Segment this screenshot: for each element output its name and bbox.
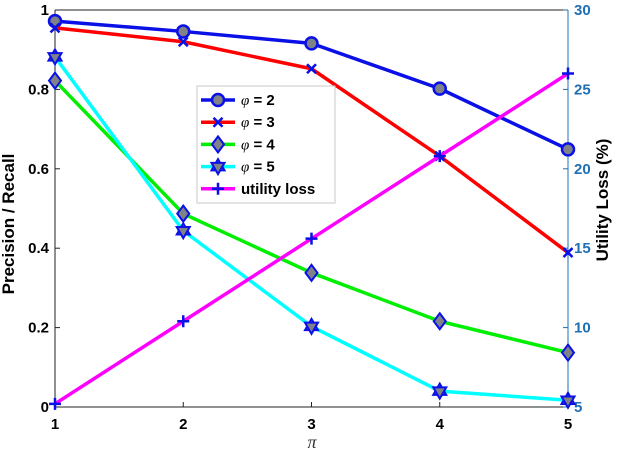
marker-x bbox=[562, 247, 574, 258]
y-right-tick-label: 10 bbox=[574, 320, 591, 337]
legend-item: utility loss bbox=[201, 181, 315, 198]
marker-diamond bbox=[47, 70, 63, 91]
legend-label: utility loss bbox=[241, 181, 315, 198]
legend-symbol: φ bbox=[241, 137, 249, 153]
marker-plus bbox=[177, 315, 190, 328]
marker-plus bbox=[49, 397, 61, 410]
y-left-tick-label: 0.4 bbox=[28, 240, 50, 257]
y-right-tick-label: 30 bbox=[574, 2, 591, 19]
right-axis-ticks: 5 10 15 20 25 30 bbox=[563, 2, 591, 416]
x-tick-label: 2 bbox=[179, 416, 187, 433]
legend-symbol: φ bbox=[241, 93, 249, 109]
y-left-tick-label: 0.8 bbox=[28, 81, 49, 98]
y-axis-right-title: Utility Loss (%) bbox=[593, 139, 612, 262]
marker-diamond bbox=[560, 342, 576, 363]
legend-label: φ = 5 bbox=[241, 159, 275, 176]
marker-hexagram-down bbox=[175, 225, 192, 241]
legend-item: φ = 4 bbox=[201, 134, 275, 155]
legend-item: φ = 5 bbox=[201, 157, 275, 177]
marker-circle bbox=[432, 81, 447, 96]
marker-hexagram-down bbox=[46, 52, 64, 67]
legend-label: φ = 3 bbox=[241, 114, 275, 131]
x-tick-label: 1 bbox=[51, 416, 59, 433]
series-1 bbox=[47, 13, 576, 157]
x-tick-label: 5 bbox=[564, 416, 572, 433]
plot-area bbox=[55, 10, 568, 407]
marker-circle bbox=[304, 36, 319, 51]
marker-circle bbox=[176, 24, 191, 39]
legend-item: φ = 3 bbox=[201, 114, 275, 131]
series-4 bbox=[46, 47, 577, 410]
marker-circle bbox=[560, 142, 576, 157]
y-axis-left-title: Precision / Recall bbox=[0, 154, 18, 295]
y-right-tick-label: 5 bbox=[574, 399, 582, 416]
x-tick-label: 3 bbox=[307, 416, 315, 433]
marker-x bbox=[177, 36, 189, 48]
marker-x bbox=[306, 63, 317, 75]
x-axis-title: π bbox=[307, 432, 317, 452]
legend-label: φ = 2 bbox=[241, 92, 275, 109]
y-left-tick-label: 1 bbox=[41, 2, 49, 19]
y-right-tick-label: 20 bbox=[574, 161, 591, 178]
marker-plus bbox=[433, 150, 446, 163]
legend-label: φ = 4 bbox=[241, 136, 275, 153]
legend-symbol: φ bbox=[241, 160, 249, 176]
y-left-tick-label: 0.2 bbox=[28, 320, 49, 337]
marker-plus bbox=[562, 67, 574, 80]
marker-hexagram-down bbox=[303, 321, 320, 336]
marker-hexagram-down bbox=[559, 395, 577, 410]
left-axis-ticks: 0 0.2 0.4 0.6 0.8 1 bbox=[28, 2, 60, 416]
marker-hexagram-down bbox=[431, 386, 448, 401]
marker-plus bbox=[305, 232, 318, 245]
legend-text: = 3 bbox=[249, 114, 274, 131]
y-left-tick-label: 0 bbox=[41, 399, 49, 416]
legend-text: = 4 bbox=[249, 136, 275, 153]
marker-plus bbox=[212, 182, 224, 195]
legend-symbol: φ bbox=[241, 115, 249, 131]
marker-diamond bbox=[210, 134, 226, 155]
marker-diamond bbox=[304, 263, 319, 283]
marker-diamond bbox=[432, 311, 447, 331]
series-5 bbox=[49, 67, 574, 410]
plot-background bbox=[55, 10, 568, 407]
legend-item: φ = 2 bbox=[201, 92, 275, 109]
marker-x bbox=[212, 116, 224, 128]
marker-x bbox=[49, 22, 61, 34]
marker-circle bbox=[210, 92, 226, 108]
legend-text: = 5 bbox=[249, 159, 274, 176]
legend-text: utility loss bbox=[241, 181, 315, 198]
y-left-tick-label: 0.6 bbox=[28, 161, 49, 178]
series-layer bbox=[46, 13, 577, 410]
marker-hexagram-down bbox=[209, 161, 227, 177]
series-3 bbox=[47, 70, 576, 363]
legend-text: = 2 bbox=[249, 92, 274, 109]
x-tick-label: 4 bbox=[436, 416, 445, 433]
y-right-tick-label: 25 bbox=[574, 81, 591, 98]
y-right-tick-label: 15 bbox=[574, 240, 591, 257]
